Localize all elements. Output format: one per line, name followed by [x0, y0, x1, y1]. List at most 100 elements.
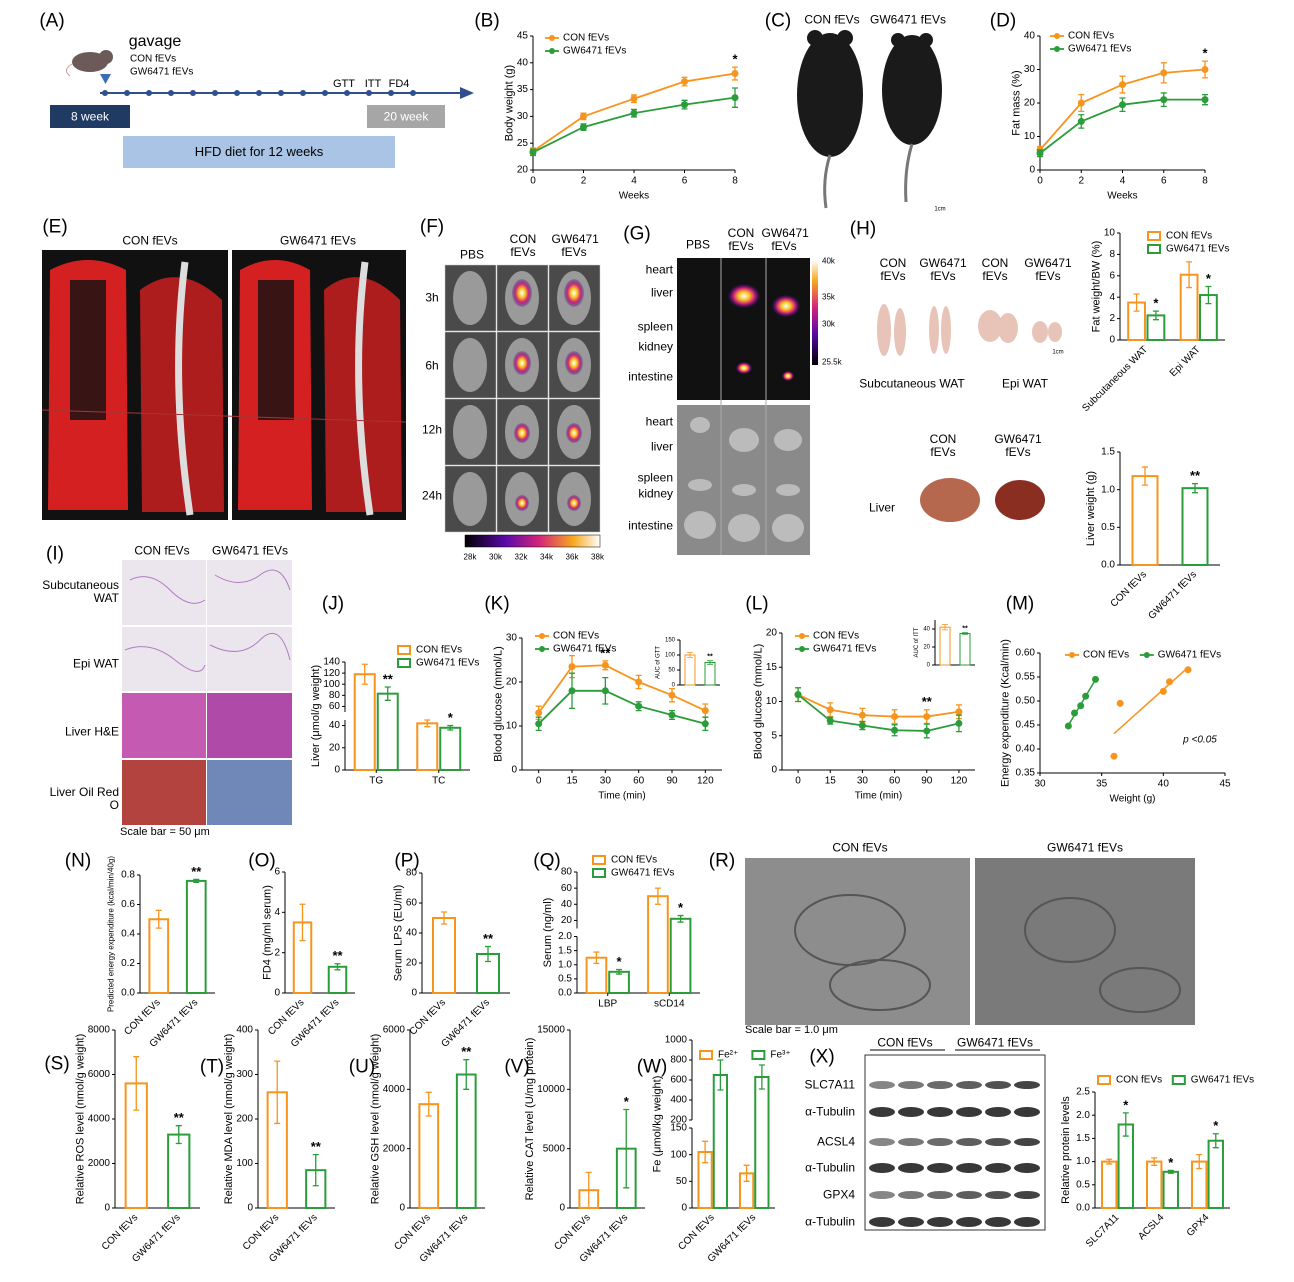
- label: 35k: [822, 292, 835, 302]
- blot-band: [1014, 1217, 1040, 1227]
- panel-label: (L): [745, 593, 769, 615]
- blot-band: [869, 1107, 895, 1117]
- error-bar: [361, 663, 368, 685]
- y-tick-label: 2.5: [1076, 1087, 1090, 1098]
- panel-label: (W): [636, 1056, 668, 1078]
- blot-band: [927, 1163, 953, 1173]
- bar: [608, 970, 630, 994]
- label: kidney: [638, 339, 673, 354]
- bar: [167, 1133, 191, 1209]
- blot-band: [1014, 1138, 1040, 1146]
- point: [1077, 117, 1085, 125]
- significance-label: **: [600, 645, 611, 660]
- legend-label: GW6471 fEVs: [563, 46, 626, 57]
- panel-label: (U): [348, 1056, 376, 1078]
- y-tick-label: 40: [1024, 31, 1036, 42]
- timeline-dot: [388, 90, 394, 96]
- line: [532, 96, 736, 154]
- point: [1184, 666, 1192, 674]
- y-tick-label: 100: [665, 653, 676, 659]
- error-bar: [424, 719, 431, 728]
- significance-label: **: [1190, 468, 1201, 483]
- bar: [712, 1074, 729, 1209]
- y-tick-label: 0.50: [1016, 696, 1036, 707]
- bar: [418, 1103, 440, 1209]
- point: [529, 148, 537, 156]
- legend-swatch: [799, 646, 805, 652]
- significance-label: *: [1168, 1155, 1174, 1170]
- label: 6h: [425, 358, 439, 373]
- y-axis-label: FD4 (mg/ml serum): [261, 885, 273, 980]
- label: spleen: [637, 470, 673, 485]
- error-bar: [1192, 482, 1198, 494]
- label: Epi WAT: [1001, 376, 1049, 391]
- point: [1201, 66, 1209, 73]
- y-tick-label: 150: [665, 638, 676, 644]
- y-tick-label: 10: [1024, 131, 1036, 142]
- label: Subcutaneous WAT: [42, 577, 119, 605]
- bar: [1146, 1160, 1163, 1209]
- error-bar: [962, 632, 968, 635]
- point: [923, 727, 931, 735]
- label: 34k: [540, 552, 553, 562]
- significance-label: **: [707, 654, 713, 661]
- ivis-signal: [512, 279, 532, 307]
- y-axis-label: Relative protein levels: [1060, 1096, 1072, 1204]
- panel-label: (E): [42, 216, 68, 238]
- panel-label: (I): [46, 543, 64, 565]
- point: [794, 691, 802, 699]
- x-tick-label: 30: [1034, 779, 1046, 790]
- error-bar: [485, 945, 491, 963]
- blot-band: [898, 1081, 924, 1089]
- error-bar: [1152, 310, 1159, 321]
- em-detail: [794, 894, 1181, 1013]
- y-tick-label: 1000: [665, 1035, 688, 1046]
- line: [797, 693, 960, 718]
- y-tick-label: 1.5: [1076, 1133, 1090, 1144]
- point: [731, 70, 739, 78]
- y-tick-label: 0.0: [1101, 560, 1115, 571]
- point: [1116, 699, 1124, 707]
- legend-swatch: [549, 48, 555, 54]
- blot-band: [956, 1081, 982, 1089]
- ct-images: [41, 250, 407, 520]
- error-bar: [1142, 466, 1148, 486]
- point: [955, 719, 963, 727]
- point: [731, 94, 739, 102]
- y-tick-label: 0: [104, 1203, 110, 1214]
- y-axis-label: Body weight (g): [504, 65, 516, 141]
- point: [580, 112, 587, 120]
- error-bar: [1186, 261, 1193, 289]
- bar: [327, 965, 348, 994]
- error-bar: [274, 1060, 281, 1125]
- y-tick-label: 2.0: [1076, 1110, 1090, 1121]
- y-tick-label: 1.0: [558, 959, 572, 970]
- error-bar: [175, 1125, 182, 1145]
- x-tick-label: 6: [682, 176, 688, 187]
- y-tick-label: 10: [506, 721, 518, 732]
- legend-label: Fe³⁺: [770, 1050, 790, 1061]
- blot-band: [985, 1138, 1011, 1146]
- ivis-mouse: [453, 271, 487, 325]
- blot-band: [898, 1163, 924, 1173]
- timeline-dot: [410, 90, 416, 96]
- label: heart: [645, 262, 673, 277]
- blot-band: [956, 1163, 982, 1173]
- label: Scale bar = 1.0 μm: [745, 1023, 838, 1036]
- y-tick-label: 6000: [88, 1069, 111, 1080]
- organ-images: [677, 258, 818, 555]
- bar: [1117, 1123, 1134, 1209]
- label: 24h: [421, 488, 443, 503]
- y-axis-label: Liver (μmol/g weight): [310, 665, 322, 767]
- timeline-dot: [278, 90, 284, 96]
- y-tick-label: 0.5: [1076, 1179, 1090, 1190]
- y-tick-label: 0: [1109, 335, 1115, 346]
- label: 30k: [489, 552, 502, 562]
- y-tick-label: 0.0: [121, 988, 135, 999]
- point: [635, 678, 643, 686]
- label: gavage: [128, 33, 182, 51]
- label: GW6471 fEVs: [869, 12, 947, 27]
- label: α-Tubulin: [805, 1104, 855, 1119]
- y-tick-label: 0.45: [1016, 720, 1036, 731]
